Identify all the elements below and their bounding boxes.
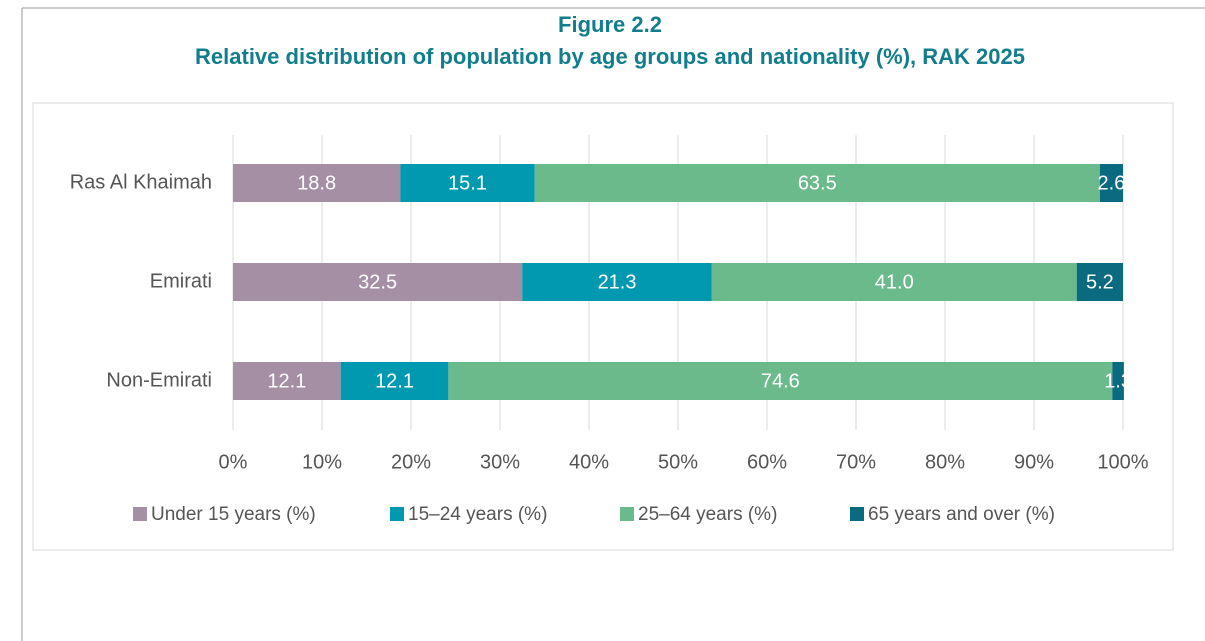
legend-swatch xyxy=(620,507,634,521)
bar-segment xyxy=(233,362,341,400)
data-label: 18.8 xyxy=(297,172,336,194)
x-tick-label: 100% xyxy=(1097,451,1148,473)
data-label: 1.3 xyxy=(1104,370,1132,392)
chart-subtitle: Relative distribution of population by a… xyxy=(195,44,1025,69)
y-tick-label: Emirati xyxy=(150,270,212,292)
data-label: 12.1 xyxy=(267,370,306,392)
x-tick-label: 70% xyxy=(836,451,876,473)
bar-segment xyxy=(1112,362,1124,400)
x-tick-label: 50% xyxy=(658,451,698,473)
chart-title: Figure 2.2 xyxy=(558,12,662,37)
x-tick-label: 20% xyxy=(391,451,431,473)
x-tick-label: 40% xyxy=(569,451,609,473)
x-tick-label: 30% xyxy=(480,451,520,473)
bar-segment xyxy=(534,164,1100,202)
legend-swatch xyxy=(850,507,864,521)
bar-segment xyxy=(400,164,535,202)
chart-box xyxy=(32,102,1174,551)
data-label: 12.1 xyxy=(375,370,414,392)
legend-swatch xyxy=(390,507,404,521)
legend-label: Under 15 years (%) xyxy=(151,504,316,525)
legend-label: 65 years and over (%) xyxy=(868,504,1055,525)
bar-segment xyxy=(448,362,1113,400)
x-tick-label: 0% xyxy=(219,451,248,473)
data-label: 74.6 xyxy=(761,370,800,392)
bar-segment xyxy=(1076,263,1123,301)
legend-label: 25–64 years (%) xyxy=(638,504,777,525)
data-label: 41.0 xyxy=(875,271,914,293)
bar-segment xyxy=(522,263,712,301)
bar-segment xyxy=(711,263,1077,301)
data-label: 21.3 xyxy=(598,271,637,293)
legend-swatch xyxy=(133,507,147,521)
data-label: 2.6 xyxy=(1098,172,1126,194)
data-label: 63.5 xyxy=(798,172,837,194)
data-label: 32.5 xyxy=(358,271,397,293)
x-tick-label: 80% xyxy=(925,451,965,473)
y-tick-label: Non-Emirati xyxy=(106,369,212,391)
x-tick-label: 60% xyxy=(747,451,787,473)
data-label: 15.1 xyxy=(448,172,487,194)
bar-segment xyxy=(233,263,523,301)
data-label: 5.2 xyxy=(1086,271,1114,293)
bar-segment xyxy=(1099,164,1123,202)
y-tick-label: Ras Al Khaimah xyxy=(70,171,212,193)
bar-segment xyxy=(233,164,401,202)
x-tick-label: 90% xyxy=(1014,451,1054,473)
x-tick-label: 10% xyxy=(302,451,342,473)
bar-segment xyxy=(340,362,449,400)
legend-label: 15–24 years (%) xyxy=(408,504,547,525)
